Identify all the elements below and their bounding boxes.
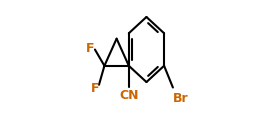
Text: F: F — [86, 42, 95, 55]
Text: CN: CN — [119, 89, 139, 102]
Text: F: F — [91, 82, 99, 95]
Text: Br: Br — [172, 92, 188, 105]
